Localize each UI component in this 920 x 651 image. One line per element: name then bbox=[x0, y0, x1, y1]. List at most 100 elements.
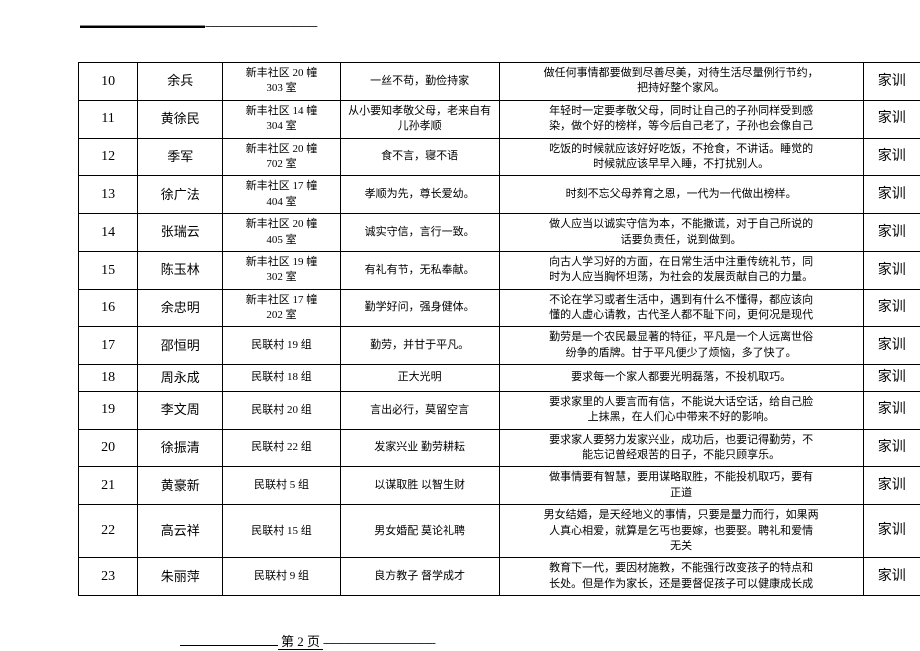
type-label: 家训 bbox=[863, 214, 920, 252]
type-label: 家训 bbox=[863, 365, 920, 392]
page-footer: 第 2 页-----------------------------------… bbox=[180, 631, 920, 650]
description: 男女结婚，是天经地义的事情，只要是量力而行，如果两人真心相爱，就算是乞丐也要嫁，… bbox=[499, 505, 863, 558]
row-number: 12 bbox=[79, 138, 138, 176]
row-number: 10 bbox=[79, 63, 138, 101]
address: 民联村 5 组 bbox=[223, 467, 340, 505]
address: 民联村 19 组 bbox=[223, 327, 340, 365]
type-label: 家训 bbox=[863, 391, 920, 429]
person-name: 黄徐民 bbox=[138, 100, 223, 138]
person-name: 邵恒明 bbox=[138, 327, 223, 365]
family-motto: 有礼有节，无私奉献。 bbox=[340, 251, 499, 289]
family-motto: 孝顺为先，尊长爱幼。 bbox=[340, 176, 499, 214]
description: 做人应当以诚实守信为本，不能撒谎，对于自己所说的话要负责任，说到做到。 bbox=[499, 214, 863, 252]
table-row: 14张瑞云新丰社区 20 幢405 室诚实守信，言行一致。做人应当以诚实守信为本… bbox=[79, 214, 920, 252]
address: 新丰社区 14 幢304 室 bbox=[223, 100, 340, 138]
description: 向古人学习好的方面，在日常生活中注重传统礼节，同时为人应当胸怀坦荡，为社会的发展… bbox=[499, 251, 863, 289]
description: 要求每一个家人都要光明磊落，不投机取巧。 bbox=[499, 365, 863, 392]
person-name: 徐广法 bbox=[138, 176, 223, 214]
description: 年轻时一定要孝敬父母，同时让自己的子孙同样受到感染，做个好的榜样，等今后自己老了… bbox=[499, 100, 863, 138]
table-row: 18周永成民联村 18 组正大光明要求每一个家人都要光明磊落，不投机取巧。家训 bbox=[79, 365, 920, 392]
table-container: 10余兵新丰社区 20 幢303 室一丝不苟，勤俭持家做任何事情都要做到尽善尽美… bbox=[78, 62, 920, 596]
family-motto: 发家兴业 勤劳耕耘 bbox=[340, 429, 499, 467]
row-number: 18 bbox=[79, 365, 138, 392]
row-number: 14 bbox=[79, 214, 138, 252]
address: 民联村 18 组 bbox=[223, 365, 340, 392]
page-number: 第 2 页 bbox=[278, 634, 323, 650]
person-name: 朱丽萍 bbox=[138, 558, 223, 596]
address: 新丰社区 19 幢302 室 bbox=[223, 251, 340, 289]
type-label: 家训 bbox=[863, 63, 920, 101]
type-label: 家训 bbox=[863, 251, 920, 289]
table-row: 12季军新丰社区 20 幢702 室食不言，寝不语吃饭的时候就应该好好吃饭，不抢… bbox=[79, 138, 920, 176]
top-dashes: ----------------------------------------… bbox=[205, 20, 317, 32]
address: 新丰社区 17 幢202 室 bbox=[223, 289, 340, 327]
type-label: 家训 bbox=[863, 100, 920, 138]
table-row: 17邵恒明民联村 19 组勤劳，并甘于平凡。勤劳是一个农民最显著的特征，平凡是一… bbox=[79, 327, 920, 365]
table-row: 23朱丽萍民联村 9 组良方教子 督学成才教育下一代，要因材施教，不能强行改变孩… bbox=[79, 558, 920, 596]
type-label: 家训 bbox=[863, 138, 920, 176]
row-number: 15 bbox=[79, 251, 138, 289]
description: 做事情要有智慧，要用谋略取胜，不能投机取巧，要有正道 bbox=[499, 467, 863, 505]
row-number: 22 bbox=[79, 505, 138, 558]
table-row: 19李文周民联村 20 组言出必行，莫留空言要求家里的人要言而有信，不能说大话空… bbox=[79, 391, 920, 429]
description: 做任何事情都要做到尽善尽美，对待生活尽量例行节约，把持好整个家风。 bbox=[499, 63, 863, 101]
address: 新丰社区 17 幢404 室 bbox=[223, 176, 340, 214]
person-name: 张瑞云 bbox=[138, 214, 223, 252]
family-motto: 男女婚配 莫论礼聘 bbox=[340, 505, 499, 558]
type-label: 家训 bbox=[863, 289, 920, 327]
family-motto: 从小要知孝敬父母，老来自有儿孙孝顺 bbox=[340, 100, 499, 138]
table-row: 15陈玉林新丰社区 19 幢302 室有礼有节，无私奉献。向古人学习好的方面，在… bbox=[79, 251, 920, 289]
address: 民联村 9 组 bbox=[223, 558, 340, 596]
type-label: 家训 bbox=[863, 176, 920, 214]
person-name: 高云祥 bbox=[138, 505, 223, 558]
family-motto: 正大光明 bbox=[340, 365, 499, 392]
family-motto: 勤劳，并甘于平凡。 bbox=[340, 327, 499, 365]
family-motto: 良方教子 督学成才 bbox=[340, 558, 499, 596]
table-row: 10余兵新丰社区 20 幢303 室一丝不苟，勤俭持家做任何事情都要做到尽善尽美… bbox=[79, 63, 920, 101]
family-motto: 言出必行，莫留空言 bbox=[340, 391, 499, 429]
row-number: 20 bbox=[79, 429, 138, 467]
type-label: 家训 bbox=[863, 327, 920, 365]
person-name: 余忠明 bbox=[138, 289, 223, 327]
table-row: 20徐振清民联村 22 组发家兴业 勤劳耕耘要求家人要努力发家兴业，成功后，也要… bbox=[79, 429, 920, 467]
description: 要求家人要努力发家兴业，成功后，也要记得勤劳，不能忘记曾经艰苦的日子，不能只顾享… bbox=[499, 429, 863, 467]
type-label: 家训 bbox=[863, 505, 920, 558]
table-row: 13徐广法新丰社区 17 幢404 室孝顺为先，尊长爱幼。时刻不忘父母养育之恩，… bbox=[79, 176, 920, 214]
table-row: 21黄豪新民联村 5 组以谋取胜 以智生财做事情要有智慧，要用谋略取胜，不能投机… bbox=[79, 467, 920, 505]
address: 新丰社区 20 幢303 室 bbox=[223, 63, 340, 101]
description: 勤劳是一个农民最显著的特征，平凡是一个人远离世俗纷争的盾牌。甘于平凡便少了烦恼，… bbox=[499, 327, 863, 365]
family-motto: 以谋取胜 以智生财 bbox=[340, 467, 499, 505]
row-number: 21 bbox=[79, 467, 138, 505]
person-name: 余兵 bbox=[138, 63, 223, 101]
type-label: 家训 bbox=[863, 558, 920, 596]
family-motto: 食不言，寝不语 bbox=[340, 138, 499, 176]
row-number: 16 bbox=[79, 289, 138, 327]
address: 新丰社区 20 幢702 室 bbox=[223, 138, 340, 176]
row-number: 19 bbox=[79, 391, 138, 429]
address: 新丰社区 20 幢405 室 bbox=[223, 214, 340, 252]
description: 不论在学习或者生活中，遇到有什么不懂得，都应该向懂的人虚心请教，古代圣人都不耻下… bbox=[499, 289, 863, 327]
person-name: 陈玉林 bbox=[138, 251, 223, 289]
description: 吃饭的时候就应该好好吃饭，不抢食，不讲话。睡觉的时候就应该早早入睡，不打扰别人。 bbox=[499, 138, 863, 176]
top-divider: ----------------------------------------… bbox=[80, 20, 920, 32]
person-name: 黄豪新 bbox=[138, 467, 223, 505]
family-motto-table: 10余兵新丰社区 20 幢303 室一丝不苟，勤俭持家做任何事情都要做到尽善尽美… bbox=[78, 62, 920, 596]
row-number: 17 bbox=[79, 327, 138, 365]
family-motto: 勤学好问，强身健体。 bbox=[340, 289, 499, 327]
person-name: 季军 bbox=[138, 138, 223, 176]
row-number: 11 bbox=[79, 100, 138, 138]
row-number: 23 bbox=[79, 558, 138, 596]
family-motto: 一丝不苟，勤俭持家 bbox=[340, 63, 499, 101]
family-motto: 诚实守信，言行一致。 bbox=[340, 214, 499, 252]
description: 时刻不忘父母养育之恩，一代为一代做出榜样。 bbox=[499, 176, 863, 214]
person-name: 李文周 bbox=[138, 391, 223, 429]
table-row: 11黄徐民新丰社区 14 幢304 室从小要知孝敬父母，老来自有儿孙孝顺年轻时一… bbox=[79, 100, 920, 138]
address: 民联村 20 组 bbox=[223, 391, 340, 429]
person-name: 徐振清 bbox=[138, 429, 223, 467]
footer-dashes: ----------------------------------------… bbox=[323, 637, 435, 649]
description: 教育下一代，要因材施教，不能强行改变孩子的特点和长处。但是作为家长，还是要督促孩… bbox=[499, 558, 863, 596]
person-name: 周永成 bbox=[138, 365, 223, 392]
address: 民联村 22 组 bbox=[223, 429, 340, 467]
type-label: 家训 bbox=[863, 467, 920, 505]
table-row: 16余忠明新丰社区 17 幢202 室勤学好问，强身健体。不论在学习或者生活中，… bbox=[79, 289, 920, 327]
